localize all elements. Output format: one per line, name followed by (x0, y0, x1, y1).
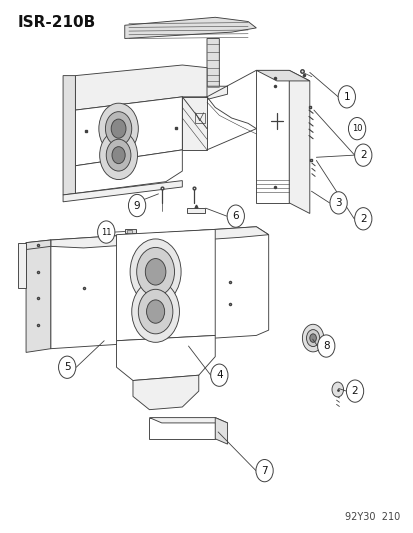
Circle shape (227, 205, 244, 227)
Circle shape (331, 382, 343, 397)
Polygon shape (63, 76, 75, 195)
Text: 2: 2 (351, 386, 358, 396)
Text: 9: 9 (133, 200, 140, 211)
Polygon shape (149, 418, 215, 439)
Polygon shape (194, 113, 204, 123)
Polygon shape (206, 38, 219, 97)
Polygon shape (124, 17, 256, 38)
Circle shape (97, 221, 115, 243)
Circle shape (106, 139, 131, 171)
Polygon shape (75, 65, 206, 110)
Polygon shape (182, 97, 206, 150)
Text: 11: 11 (101, 228, 111, 237)
Circle shape (112, 147, 125, 164)
Polygon shape (187, 208, 204, 214)
Circle shape (255, 459, 273, 482)
Circle shape (99, 103, 138, 154)
Text: 3: 3 (335, 198, 341, 208)
Polygon shape (51, 227, 268, 248)
Text: 2: 2 (359, 214, 366, 224)
Polygon shape (133, 375, 198, 410)
Text: 7: 7 (261, 466, 267, 475)
Circle shape (317, 335, 334, 357)
Circle shape (309, 334, 316, 342)
Circle shape (346, 380, 363, 402)
Polygon shape (198, 86, 227, 100)
Polygon shape (256, 70, 289, 203)
Circle shape (145, 259, 166, 285)
Polygon shape (18, 243, 26, 288)
Polygon shape (75, 97, 182, 166)
Polygon shape (127, 230, 132, 232)
Circle shape (354, 144, 371, 166)
Circle shape (58, 356, 76, 378)
Polygon shape (149, 418, 227, 423)
Circle shape (111, 119, 126, 138)
Text: 6: 6 (232, 211, 239, 221)
Circle shape (210, 364, 228, 386)
Text: 1: 1 (343, 92, 349, 102)
Polygon shape (26, 240, 51, 249)
Circle shape (130, 239, 180, 305)
Polygon shape (116, 335, 215, 381)
Polygon shape (51, 227, 268, 349)
Circle shape (306, 329, 319, 346)
Polygon shape (124, 229, 136, 233)
Circle shape (354, 208, 371, 230)
Polygon shape (75, 150, 182, 193)
Polygon shape (215, 418, 227, 444)
Polygon shape (26, 240, 51, 352)
Polygon shape (256, 70, 309, 81)
Text: 8: 8 (322, 341, 329, 351)
Circle shape (348, 117, 365, 140)
Text: 4: 4 (216, 370, 222, 380)
Text: ISR-210B: ISR-210B (18, 14, 96, 30)
Circle shape (100, 131, 137, 180)
Circle shape (105, 112, 131, 146)
Text: 92Y30  210: 92Y30 210 (344, 512, 399, 522)
Polygon shape (63, 181, 182, 202)
Polygon shape (116, 229, 215, 341)
Circle shape (146, 300, 164, 323)
Text: 2: 2 (359, 150, 366, 160)
Text: 5: 5 (64, 362, 70, 372)
Circle shape (136, 247, 174, 296)
Circle shape (131, 281, 179, 342)
Circle shape (138, 289, 173, 334)
Circle shape (301, 324, 323, 352)
Text: 10: 10 (351, 124, 361, 133)
Circle shape (329, 192, 347, 214)
Polygon shape (289, 70, 309, 214)
Circle shape (128, 195, 145, 216)
Circle shape (337, 86, 355, 108)
